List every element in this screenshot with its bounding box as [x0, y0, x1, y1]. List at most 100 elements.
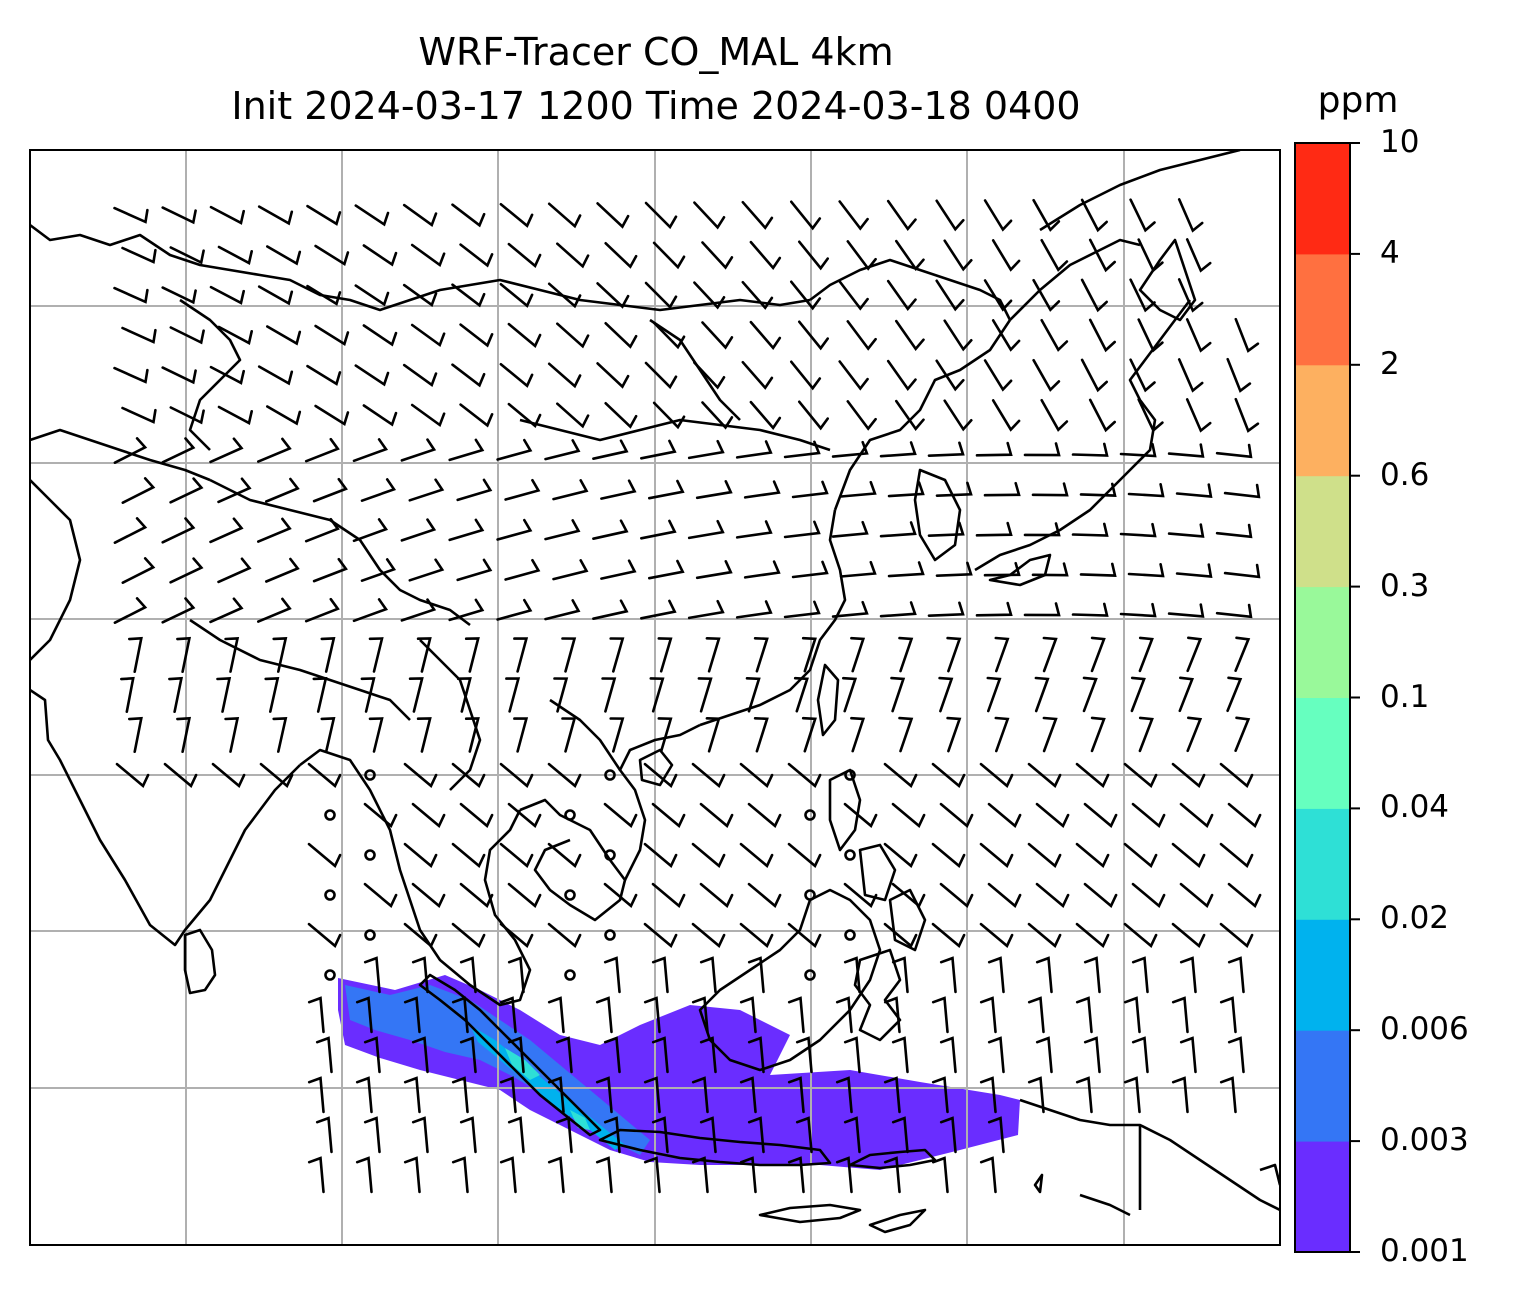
wind-barb	[1129, 198, 1156, 233]
wind-barb	[648, 559, 685, 580]
wind-barb	[513, 717, 529, 753]
wind-barb	[609, 637, 625, 673]
wind-barb	[547, 842, 582, 868]
wind-barb-calm	[804, 969, 816, 981]
wind-barb	[846, 320, 877, 351]
wind-barb	[504, 478, 541, 501]
wind-barb	[592, 519, 629, 540]
wind-barb	[1215, 603, 1253, 619]
wind-barb	[1040, 238, 1069, 272]
wind-barb	[987, 882, 1022, 908]
wind-barb	[644, 361, 678, 390]
wind-barb	[975, 521, 1013, 537]
wind-barb	[835, 996, 853, 1034]
wind-barb	[265, 477, 300, 503]
wind-barb	[886, 279, 917, 312]
wind-barb	[935, 561, 973, 577]
wind-barb	[935, 199, 965, 232]
wind-barb	[657, 717, 673, 753]
wind-barb	[850, 636, 866, 673]
wind-barb	[257, 517, 292, 543]
wind-barb	[741, 360, 774, 390]
wind-barb	[224, 717, 240, 753]
wind-barb	[1167, 603, 1205, 618]
wind-barb	[798, 400, 829, 431]
wind-barb	[798, 320, 829, 351]
wind-barb	[1083, 802, 1118, 828]
wind-barb	[787, 762, 822, 788]
wind-barb	[451, 996, 469, 1034]
wind-barb	[499, 762, 534, 788]
wind-barb	[651, 802, 686, 828]
wind-barb	[747, 956, 765, 994]
wind-barb	[217, 245, 253, 265]
wind-barb	[314, 404, 350, 427]
wind-barb	[651, 1036, 669, 1074]
wind-barb	[1131, 882, 1166, 908]
wind-barb	[975, 441, 1013, 457]
wind-barb	[783, 520, 821, 539]
wind-barb	[1175, 483, 1213, 498]
wind-barb	[886, 359, 917, 392]
wind-barb	[1130, 676, 1146, 713]
wind-barb	[931, 922, 966, 948]
wind-barb	[1223, 483, 1261, 499]
wind-barb-calm	[564, 889, 576, 901]
wind-barb	[691, 996, 709, 1034]
wind-barb	[939, 1036, 957, 1074]
wind-barb	[411, 956, 429, 994]
wind-barb	[1034, 676, 1050, 713]
wind-barb	[499, 282, 534, 308]
wind-barb	[1171, 762, 1206, 788]
wind-barb	[835, 1076, 853, 1114]
wind-barb	[1131, 956, 1149, 994]
wind-barb	[314, 324, 350, 347]
wind-barb	[169, 557, 204, 584]
wind-barb	[507, 402, 542, 428]
wind-barb	[552, 479, 589, 501]
wind-barb	[987, 1116, 1005, 1154]
wind-barb	[464, 637, 480, 673]
wind-barb	[838, 280, 869, 311]
wind-barb	[1227, 802, 1262, 828]
wind-barb	[456, 677, 472, 713]
wind-barb	[363, 882, 398, 908]
wind-barb	[927, 521, 965, 537]
wind-barb	[994, 636, 1010, 673]
wind-barb	[161, 366, 197, 385]
wind-barb	[1234, 397, 1260, 433]
wind-barb	[592, 599, 629, 620]
wind-barb	[315, 1036, 333, 1074]
wind-barb	[1185, 238, 1212, 273]
wind-barb	[931, 996, 949, 1034]
wind-barb	[1083, 956, 1101, 994]
wind-barb	[1119, 442, 1157, 458]
wind-barb	[1219, 762, 1254, 788]
wind-barb	[1226, 676, 1243, 713]
wind-barb	[121, 406, 157, 424]
wind-barb	[935, 279, 965, 312]
wind-barb	[459, 882, 494, 908]
map-frame	[29, 149, 1281, 1246]
wind-barb	[264, 677, 280, 713]
wind-barb	[1088, 318, 1116, 353]
wind-barb	[747, 802, 782, 828]
wind-barb	[739, 762, 774, 788]
wind-barb	[451, 1076, 469, 1114]
wind-barb	[368, 717, 384, 753]
wind-barb	[604, 402, 638, 429]
wind-barb	[1171, 922, 1206, 948]
wind-barb	[1032, 358, 1061, 392]
wind-barb	[161, 286, 197, 305]
wind-barb	[1185, 398, 1212, 433]
wind-barb	[456, 558, 493, 582]
wind-barb	[320, 717, 336, 753]
wind-barb	[795, 1036, 813, 1074]
wind-barb	[1138, 636, 1154, 673]
wind-barb	[403, 1076, 421, 1114]
wind-barb	[354, 364, 390, 387]
colorbar-segment	[1295, 697, 1350, 809]
wind-barb	[931, 1076, 949, 1114]
wind-barb	[793, 676, 809, 713]
wind-barb	[547, 1156, 565, 1194]
